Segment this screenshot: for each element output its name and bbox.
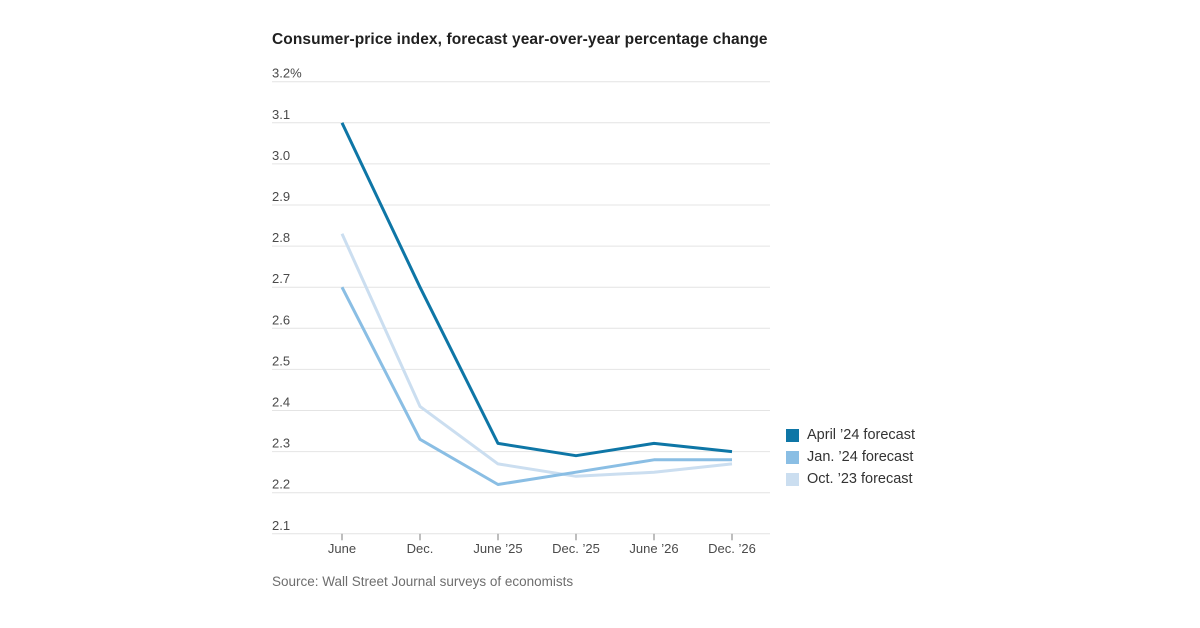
y-tick-label: 2.7 [272,271,290,286]
y-tick-label: 2.1 [272,518,290,533]
x-tick-label: June [328,541,356,556]
legend-item: April ’24 forecast [786,424,915,446]
x-tick-label: Dec. ’26 [708,541,756,556]
y-tick-label: 2.5 [272,353,290,368]
x-tick-label: June ’25 [473,541,522,556]
chart-title: Consumer-price index, forecast year-over… [272,31,768,48]
legend-item-label: April ’24 forecast [807,427,915,443]
legend-item: Oct. ’23 forecast [786,468,915,490]
y-tick-label: 3.0 [272,148,290,163]
x-tick-label: Dec. [407,541,434,556]
series-line-0 [340,122,733,458]
x-tick-label: June ’26 [629,541,678,556]
series-line-2 [340,233,733,478]
chart-legend: April ’24 forecast Jan. ’24 forecast Oct… [786,424,915,490]
y-tick-label: 3.1 [272,107,290,122]
y-tick-label: 2.3 [272,436,290,451]
series-line-1 [340,286,732,486]
legend-swatch-icon [786,450,799,464]
legend-swatch-icon [786,428,799,442]
y-tick-label: 2.6 [272,312,290,327]
source-note: Source: Wall Street Journal surveys of e… [272,574,574,589]
legend-item: Jan. ’24 forecast [786,446,915,468]
y-tick-label: 2.8 [272,230,290,245]
legend-item-label: Jan. ’24 forecast [807,449,914,465]
legend-item-label: Oct. ’23 forecast [807,471,913,487]
y-tick-label: 2.2 [272,477,290,492]
x-tick-label: Dec. ’25 [552,541,600,556]
y-tick-label: 2.9 [272,189,290,204]
y-tick-label: 3.2% [272,66,302,81]
legend-swatch-icon [786,472,799,486]
y-tick-label: 2.4 [272,395,290,410]
